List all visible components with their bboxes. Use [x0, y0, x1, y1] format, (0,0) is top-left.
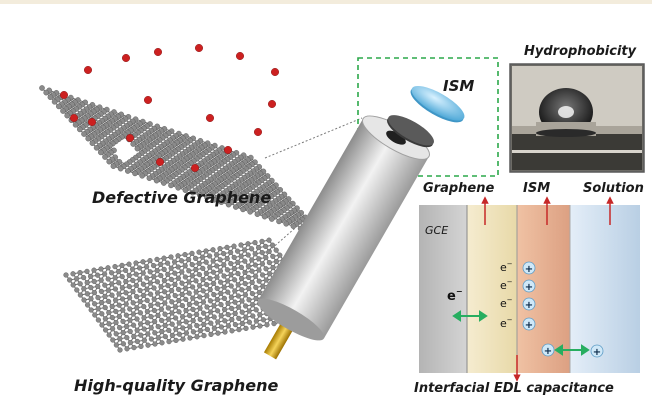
oxygen-atom — [83, 65, 92, 74]
hydrophobicity-label: Hydrophobicity — [524, 44, 637, 59]
cation-icon — [522, 261, 536, 275]
oxygen-atom — [190, 163, 199, 172]
electron-symbol: e− — [500, 278, 513, 292]
electron-symbol: e− — [500, 260, 513, 274]
cation-symbol: + — [525, 282, 533, 293]
ion-selective-electrode — [257, 85, 465, 360]
electrode-tip-highlight-box — [357, 57, 499, 177]
oxygen-atom — [143, 95, 152, 104]
cation-symbol: + — [525, 300, 533, 311]
cation-icon — [541, 343, 555, 357]
oxygen-atom — [60, 90, 69, 99]
contact-angle-photo — [509, 63, 645, 173]
edl-capacitance-label: Interfacial EDL capacitance — [414, 381, 614, 396]
oxygen-atom — [121, 54, 130, 63]
high-quality-graphene-label: High-quality Graphene — [74, 376, 279, 395]
electron-symbol: e− — [500, 296, 513, 310]
electron-symbol-transfer: e− — [447, 287, 463, 304]
cation-icon — [522, 297, 536, 311]
top-accent-bar — [0, 0, 652, 4]
ion-transfer-arrow — [554, 344, 590, 356]
cation-symbol: + — [544, 346, 552, 357]
oxygen-atom — [253, 127, 262, 136]
defective-graphene-sheet — [39, 44, 326, 239]
cation-symbol: + — [525, 320, 533, 331]
ism-electrode-label: ISM — [443, 77, 475, 95]
oxygen-atom — [194, 44, 203, 53]
oxygen-atom — [235, 52, 244, 61]
cation-symbol: + — [525, 264, 533, 275]
cation-icon — [522, 279, 536, 293]
cation-icon — [522, 317, 536, 331]
oxygen-atom — [87, 117, 96, 126]
electron-symbol: e− — [500, 316, 513, 330]
graphene-layer — [467, 205, 517, 373]
oxygen-atom — [69, 113, 78, 122]
defective-graphene-label: Defective Graphene — [92, 188, 272, 207]
gce-layer-label: GCE — [425, 224, 449, 237]
oxygen-atom — [155, 157, 164, 166]
solution-layer-label: Solution — [583, 181, 644, 196]
gce-layer — [419, 205, 467, 373]
oxygen-atom — [271, 67, 280, 76]
solution-layer — [570, 205, 640, 373]
graphene-layer-label: Graphene — [423, 181, 495, 196]
oxygen-atom — [153, 48, 162, 57]
oxygen-atom — [205, 113, 214, 122]
oxygen-atom — [268, 99, 277, 108]
cation-icon — [590, 344, 604, 358]
edl-layer-diagram: e− e− e− e− e− + + + + + + — [419, 196, 640, 382]
electron-transfer-arrow — [452, 310, 488, 322]
ism-layer-label: ISM — [523, 181, 551, 196]
oxygen-atom — [223, 145, 232, 154]
oxygen-atom — [125, 133, 134, 142]
cation-symbol: + — [593, 347, 601, 358]
